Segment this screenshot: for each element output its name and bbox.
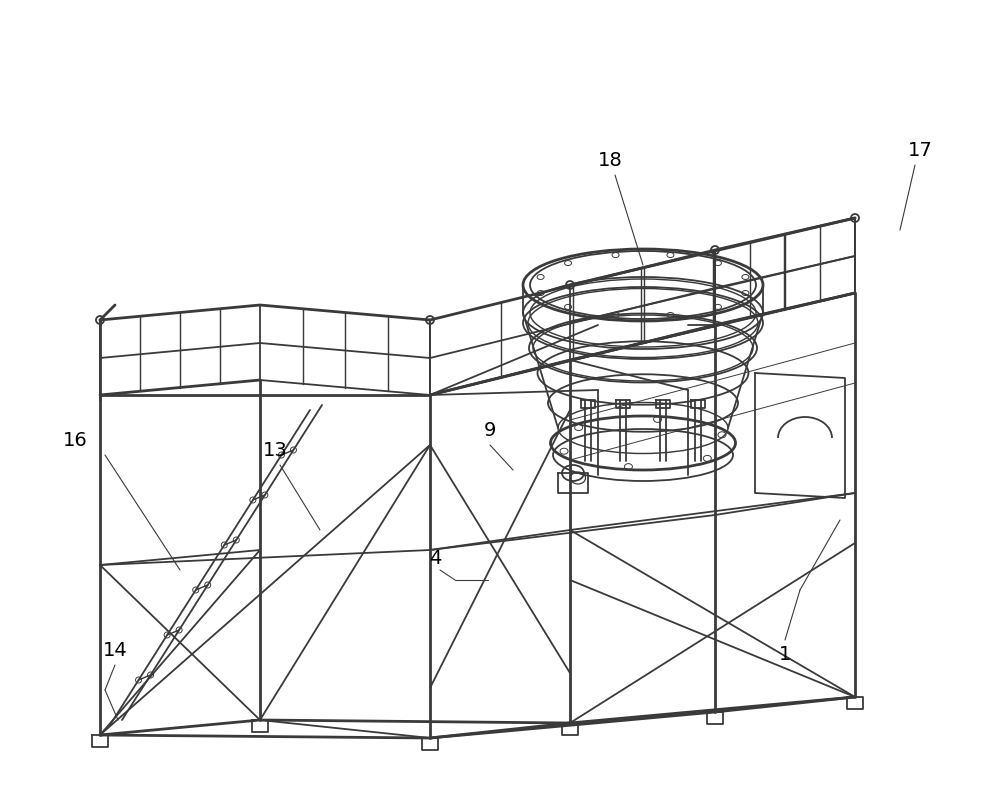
Text: 17: 17 — [908, 141, 932, 160]
Text: 13: 13 — [263, 441, 287, 460]
Text: 1: 1 — [779, 645, 791, 664]
Text: 18: 18 — [598, 150, 622, 169]
Text: 4: 4 — [429, 548, 441, 567]
Text: 16: 16 — [63, 430, 87, 449]
Text: 14: 14 — [103, 641, 127, 660]
Text: 9: 9 — [484, 421, 496, 440]
